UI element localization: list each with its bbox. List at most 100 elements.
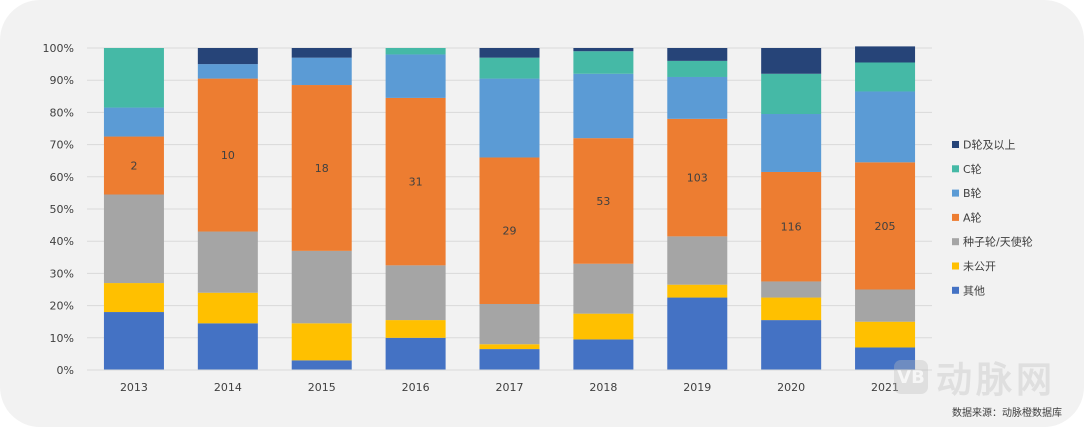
bar-segment-C轮 xyxy=(855,62,916,92)
bar-segment-种子轮/天使轮 xyxy=(479,303,540,345)
bar-segment-A轮 xyxy=(197,78,258,232)
bar-segment-C轮 xyxy=(385,48,446,55)
bar-segment-A轮 xyxy=(855,162,916,290)
bar-segment-B轮 xyxy=(479,78,540,158)
bar-segment-D轮及以上 xyxy=(573,48,634,52)
legend-swatch xyxy=(952,262,959,270)
y-tick-label: 70% xyxy=(50,139,74,152)
bar-segment-未公开 xyxy=(197,292,258,324)
y-tick-label: 60% xyxy=(50,171,74,184)
bar-segment-未公开 xyxy=(479,344,540,350)
x-tick-label: 2014 xyxy=(214,381,242,394)
y-tick-label: 50% xyxy=(50,203,74,216)
x-tick-label: 2017 xyxy=(496,381,524,394)
x-tick-label: 2019 xyxy=(683,381,711,394)
bar-segment-D轮及以上 xyxy=(479,48,540,58)
bar-segment-种子轮/天使轮 xyxy=(197,231,258,293)
x-tick-label: 2021 xyxy=(871,381,899,394)
legend-label: 其他 xyxy=(963,284,985,297)
bar-segment-B轮 xyxy=(197,64,258,79)
bar-segment-其他 xyxy=(291,360,352,370)
bar-segment-未公开 xyxy=(103,283,164,313)
bar-segment-其他 xyxy=(855,347,916,370)
y-tick-label: 80% xyxy=(50,106,74,119)
bar-segment-未公开 xyxy=(573,313,634,340)
legend-label: 未公开 xyxy=(963,260,996,273)
legend-swatch xyxy=(952,286,959,294)
x-tick-label: 2018 xyxy=(589,381,617,394)
bar-segment-种子轮/天使轮 xyxy=(291,250,352,324)
watermark-text: 动脉网 xyxy=(935,360,1056,401)
bar-segment-其他 xyxy=(197,323,258,370)
bar-segment-C轮 xyxy=(667,60,728,77)
bar-segment-B轮 xyxy=(291,57,352,86)
bar-segment-A轮 xyxy=(291,85,352,251)
legend-label: B轮 xyxy=(963,186,982,200)
bar-segment-未公开 xyxy=(855,321,916,348)
bar-segment-B轮 xyxy=(573,73,634,139)
data-label: 205 xyxy=(875,220,896,233)
bar-segment-B轮 xyxy=(761,114,822,172)
y-tick-label: 90% xyxy=(50,74,74,87)
x-tick-label: 2016 xyxy=(402,381,430,394)
bar-segment-A轮 xyxy=(761,171,822,282)
bar-segment-种子轮/天使轮 xyxy=(761,281,822,298)
bar-segment-种子轮/天使轮 xyxy=(667,236,728,285)
bar-segment-种子轮/天使轮 xyxy=(573,263,634,314)
bar-segment-A轮 xyxy=(103,136,164,195)
legend-swatch xyxy=(952,213,959,221)
bar-segment-C轮 xyxy=(761,73,822,115)
bar-segment-A轮 xyxy=(667,118,728,237)
bar-segment-A轮 xyxy=(479,157,540,304)
data-label: 116 xyxy=(781,221,802,234)
bar-segment-其他 xyxy=(479,349,540,370)
bar-segment-C轮 xyxy=(573,51,634,74)
bar-segment-其他 xyxy=(667,297,728,370)
bar-segment-其他 xyxy=(103,312,164,370)
bar-segment-种子轮/天使轮 xyxy=(103,194,164,284)
watermark-logo-icon: VB xyxy=(893,360,928,394)
legend-swatch xyxy=(952,165,959,173)
bar-segment-种子轮/天使轮 xyxy=(385,265,446,321)
bar-segment-未公开 xyxy=(761,297,822,321)
bar-segment-B轮 xyxy=(667,76,728,119)
legend-label: A轮 xyxy=(963,210,982,224)
bar-segment-D轮及以上 xyxy=(761,48,822,74)
y-tick-label: 10% xyxy=(50,332,74,345)
bar-segment-D轮及以上 xyxy=(291,48,352,58)
legend-swatch xyxy=(952,238,959,246)
bar-segment-未公开 xyxy=(385,320,446,338)
data-label: 31 xyxy=(409,176,423,189)
x-tick-label: 2020 xyxy=(777,381,805,394)
data-label: 103 xyxy=(687,172,708,185)
legend-swatch xyxy=(952,189,959,197)
bar-segment-A轮 xyxy=(573,138,634,264)
y-tick-label: 20% xyxy=(50,300,74,313)
data-label: 18 xyxy=(315,162,329,175)
bar-segment-C轮 xyxy=(479,57,540,79)
bar-segment-B轮 xyxy=(855,91,916,163)
watermark: VB 动脉网 xyxy=(893,351,1056,403)
bar-segment-A轮 xyxy=(385,97,446,266)
x-tick-label: 2013 xyxy=(120,381,148,394)
y-tick-label: 30% xyxy=(50,267,74,280)
legend-swatch xyxy=(952,141,959,148)
bar-segment-未公开 xyxy=(291,323,352,361)
bar-segment-D轮及以上 xyxy=(197,48,258,65)
bar-segment-未公开 xyxy=(667,284,728,298)
bar-segment-其他 xyxy=(385,337,446,370)
data-label: 10 xyxy=(221,149,235,162)
bar-segment-B轮 xyxy=(385,54,446,98)
legend-label: D轮及以上 xyxy=(963,138,1015,152)
bar-segment-D轮及以上 xyxy=(855,46,916,63)
data-label: 2 xyxy=(130,160,137,173)
bar-segment-种子轮/天使轮 xyxy=(855,289,916,322)
legend-label: C轮 xyxy=(963,162,982,176)
data-source-note: 数据来源：动脉橙数据库 xyxy=(952,408,1062,419)
y-tick-label: 100% xyxy=(43,42,74,55)
bar-segment-B轮 xyxy=(103,107,164,137)
bar-segment-C轮 xyxy=(103,48,164,108)
data-label: 29 xyxy=(503,225,517,238)
